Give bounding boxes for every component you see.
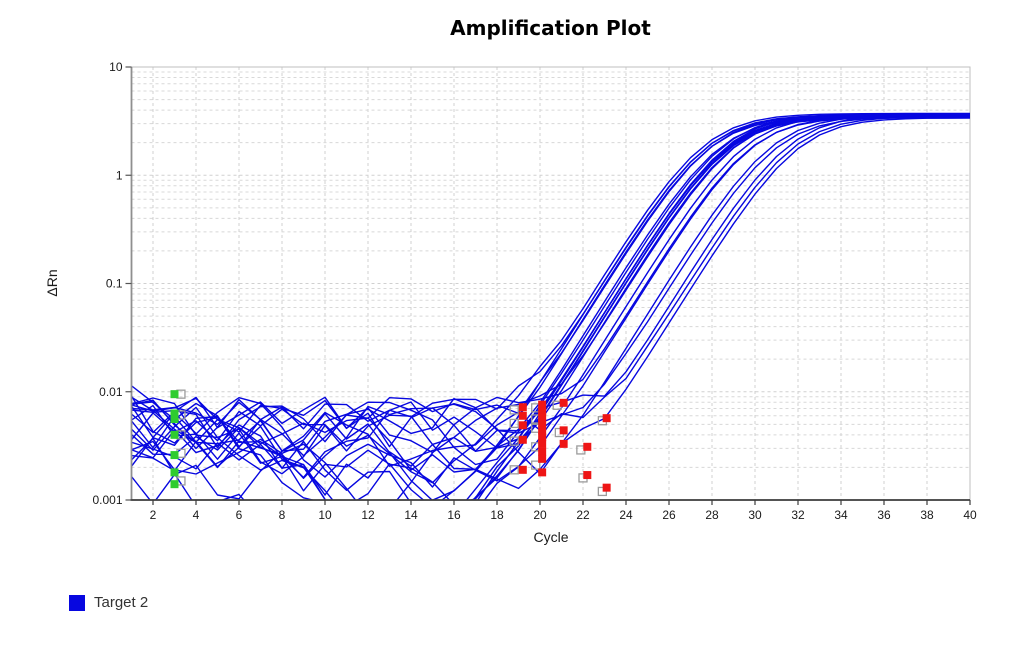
outline-marker-gray [509, 405, 519, 415]
amplification-curve [131, 114, 970, 467]
ct-marker-red [538, 468, 547, 477]
chart-title: Amplification Plot [450, 16, 651, 40]
y-tick-label: 0.001 [92, 493, 122, 507]
ct-markers [170, 389, 611, 497]
x-tick-label: 28 [705, 508, 719, 522]
x-tick-label: 26 [662, 508, 676, 522]
ct-marker-red [538, 400, 547, 409]
ct-marker-red [559, 398, 568, 407]
amplification-curve [131, 116, 970, 501]
ct-marker-red [538, 433, 547, 442]
baseline-marker-green [170, 468, 179, 477]
baseline-marker-green [170, 451, 179, 460]
ct-marker-red [518, 403, 527, 412]
amplification-curve [131, 113, 971, 475]
ct-marker-red [583, 442, 592, 451]
axes: 2 4 6 8 10 12 14 16 18 20 22 24 26 28 30 32 34 36 38 401010… [92, 60, 977, 522]
amplification-curve [131, 115, 971, 457]
amplification-curve [131, 115, 970, 501]
y-tick-label: 10 [109, 60, 123, 74]
ct-marker-red [538, 419, 547, 428]
legend-swatch-target2 [69, 594, 85, 611]
legend-label-target2: Target 2 [94, 594, 149, 611]
x-tick-label: 20 [533, 508, 547, 522]
amplification-curve [131, 116, 970, 501]
x-tick-label: 12 [361, 508, 375, 522]
x-tick-label: 36 [877, 508, 891, 522]
y-tick-label: 0.01 [99, 385, 123, 399]
ct-marker-red [538, 413, 547, 422]
ct-marker-red [518, 435, 527, 444]
baseline-marker-green [170, 415, 179, 424]
ct-marker-red [602, 483, 611, 492]
ct-marker-red [583, 471, 592, 480]
x-tick-label: 38 [920, 508, 934, 522]
x-tick-label: 14 [404, 508, 418, 522]
amplification-curve [131, 115, 970, 501]
amplification-curve [131, 112, 970, 484]
ct-marker-red [559, 426, 568, 435]
x-tick-label: 40 [963, 508, 977, 522]
x-tick-label: 34 [834, 508, 848, 522]
amplification-curve [131, 115, 970, 466]
ct-marker-red [538, 439, 547, 448]
ct-marker-red [538, 447, 547, 456]
x-tick-label: 2 [150, 508, 157, 522]
x-tick-label: 6 [236, 508, 243, 522]
y-tick-label: 0.1 [106, 277, 123, 291]
outline-marker-gray [509, 436, 519, 446]
amplification-curve [131, 117, 971, 479]
baseline-marker-green [170, 409, 179, 418]
ct-marker-red [538, 407, 547, 416]
x-tick-label: 24 [619, 508, 633, 522]
y-tick-label: 1 [116, 168, 123, 182]
amplification-curve [131, 113, 970, 452]
ct-marker-red [518, 411, 527, 420]
amplification-curves [131, 112, 971, 501]
amplification-curve [131, 116, 970, 452]
x-tick-label: 18 [490, 508, 504, 522]
outline-marker-gray [531, 460, 541, 470]
x-tick-label: 16 [447, 508, 461, 522]
x-tick-label: 4 [193, 508, 200, 522]
x-tick-label: 32 [791, 508, 805, 522]
x-axis-label: Cycle [533, 529, 568, 545]
baseline-marker-green [170, 430, 179, 439]
baseline-marker-green [170, 390, 179, 399]
outline-marker-gray [509, 418, 519, 429]
x-tick-label: 30 [748, 508, 762, 522]
ct-marker-red [518, 465, 527, 474]
legend: Target 2 [69, 594, 148, 611]
amplification-curve [131, 115, 970, 488]
ct-marker-red [602, 414, 611, 423]
x-tick-label: 8 [279, 508, 286, 522]
outline-marker-gray [509, 465, 519, 475]
y-axis-label: ΔRn [44, 269, 60, 296]
ct-marker-red [518, 421, 527, 430]
baseline-marker-green [170, 480, 179, 489]
ct-marker-red [559, 439, 568, 448]
ct-marker-red [538, 454, 547, 463]
ct-marker-red [538, 426, 547, 435]
amplification-curve [131, 114, 971, 496]
x-tick-label: 10 [318, 508, 332, 522]
x-tick-label: 22 [576, 508, 590, 522]
